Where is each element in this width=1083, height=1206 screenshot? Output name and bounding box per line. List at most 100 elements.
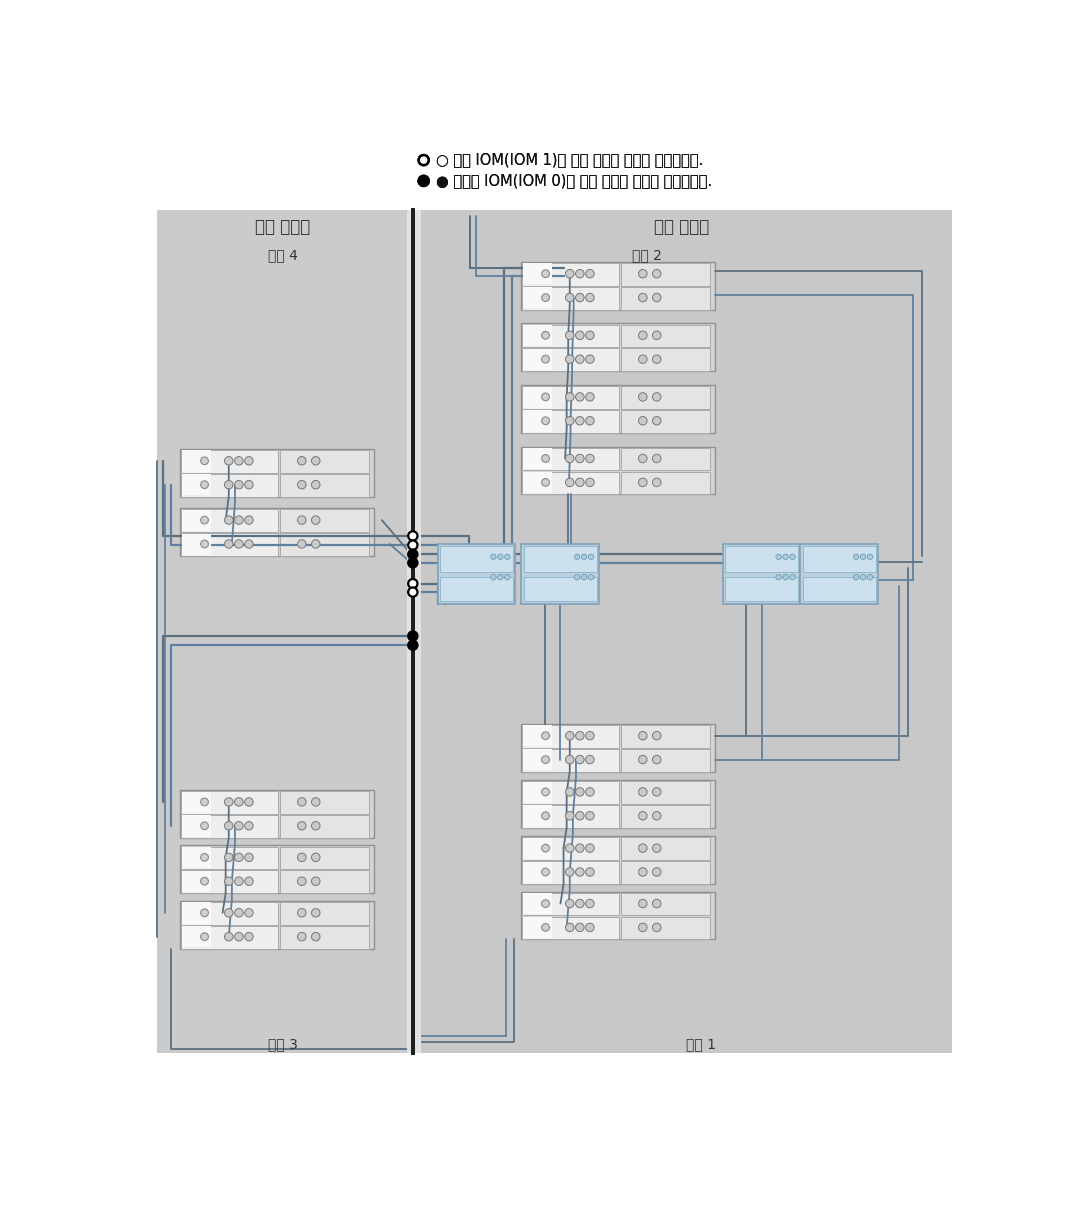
Circle shape [652, 812, 661, 820]
Circle shape [542, 812, 549, 820]
Circle shape [200, 909, 208, 917]
Circle shape [312, 877, 319, 885]
Circle shape [245, 908, 253, 917]
Bar [181, 790, 374, 838]
Bar [522, 804, 619, 827]
Circle shape [586, 844, 595, 853]
Bar [621, 349, 709, 371]
Circle shape [586, 868, 595, 877]
Circle shape [565, 923, 574, 932]
Circle shape [586, 416, 595, 425]
Circle shape [542, 868, 549, 876]
Bar [440, 578, 512, 602]
Text: ● 아래쪽 IOM(IOM 0)에 대한 케이블 연결을 나타냅니다.: ● 아래쪽 IOM(IOM 0)에 대한 케이블 연결을 나타냅니다. [436, 174, 713, 188]
Bar [181, 508, 374, 556]
Circle shape [639, 844, 647, 853]
Circle shape [235, 877, 243, 885]
Circle shape [200, 932, 208, 941]
Circle shape [298, 853, 306, 861]
Bar [182, 474, 278, 497]
Circle shape [790, 574, 795, 580]
Bar [523, 410, 552, 432]
Circle shape [652, 788, 661, 796]
Bar [523, 386, 552, 408]
Bar [279, 871, 368, 894]
Circle shape [419, 176, 429, 186]
Circle shape [224, 457, 233, 466]
Circle shape [312, 821, 319, 830]
Circle shape [575, 416, 584, 425]
Bar [621, 287, 709, 310]
Bar [182, 533, 211, 555]
Circle shape [408, 579, 417, 589]
Bar [522, 749, 619, 772]
Bar [521, 385, 715, 433]
Circle shape [565, 868, 574, 877]
Bar [521, 891, 715, 939]
Circle shape [586, 332, 595, 340]
Bar [621, 892, 709, 915]
Circle shape [498, 554, 504, 560]
Text: ○ 위쪽 IOM(IOM 1)에 대한 케이블 연결을 나타냅니다.: ○ 위쪽 IOM(IOM 1)에 대한 케이블 연결을 나타냅니다. [436, 153, 703, 168]
Bar [279, 926, 368, 949]
Text: 체인 2: 체인 2 [632, 247, 662, 262]
Bar [279, 450, 368, 473]
Circle shape [652, 844, 661, 853]
Circle shape [775, 574, 781, 580]
Circle shape [639, 332, 647, 340]
Circle shape [542, 417, 549, 425]
Circle shape [783, 574, 788, 580]
Circle shape [312, 457, 319, 466]
Bar [621, 781, 709, 804]
Circle shape [639, 478, 647, 486]
Bar [522, 447, 619, 470]
Circle shape [224, 821, 233, 830]
Bar [182, 450, 211, 472]
Circle shape [224, 797, 233, 806]
Circle shape [588, 554, 593, 560]
Circle shape [408, 632, 417, 640]
Circle shape [224, 480, 233, 488]
Circle shape [586, 900, 595, 908]
Bar [181, 449, 374, 497]
Circle shape [235, 797, 243, 806]
Bar [621, 447, 709, 470]
Circle shape [542, 393, 549, 400]
Circle shape [542, 270, 549, 277]
Circle shape [298, 877, 306, 885]
Circle shape [586, 478, 595, 486]
Bar [182, 791, 278, 814]
Circle shape [245, 516, 253, 525]
Bar [523, 781, 552, 803]
Bar [523, 263, 552, 285]
Circle shape [505, 554, 510, 560]
Circle shape [586, 755, 595, 763]
Bar [523, 287, 552, 309]
Circle shape [298, 540, 306, 549]
Circle shape [542, 455, 549, 462]
Circle shape [790, 554, 795, 560]
Circle shape [586, 393, 595, 402]
Bar [523, 917, 552, 938]
Circle shape [639, 393, 647, 402]
Circle shape [200, 457, 208, 464]
Circle shape [652, 923, 661, 932]
Circle shape [224, 540, 233, 549]
Circle shape [542, 924, 549, 931]
Circle shape [575, 868, 584, 877]
Circle shape [408, 558, 417, 568]
Bar [182, 871, 278, 894]
Circle shape [575, 393, 584, 402]
Bar [521, 836, 715, 884]
Bar [803, 578, 875, 602]
Circle shape [565, 732, 574, 740]
Circle shape [652, 900, 661, 908]
Circle shape [408, 640, 417, 650]
Bar [182, 847, 211, 868]
Bar [621, 861, 709, 884]
Circle shape [652, 416, 661, 425]
Bar [521, 262, 715, 310]
Circle shape [575, 332, 584, 340]
Bar [621, 837, 709, 860]
Bar [521, 323, 715, 371]
